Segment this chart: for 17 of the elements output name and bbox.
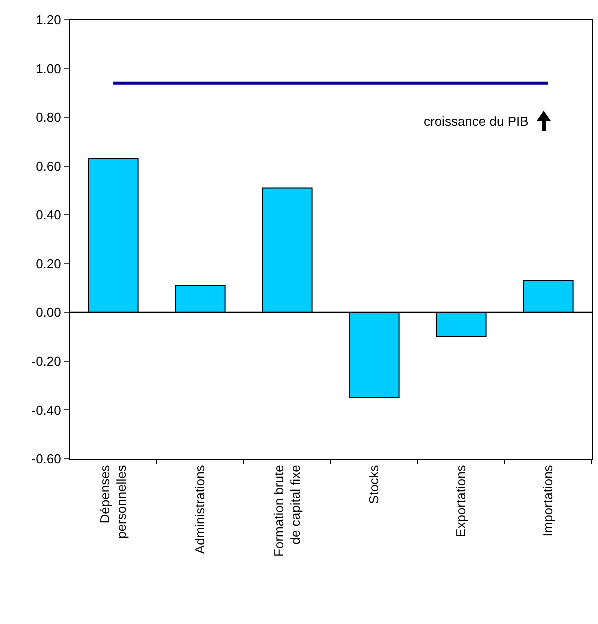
y-tick-label: -0.60: [32, 452, 62, 467]
x-tick-label: Administrations: [192, 464, 208, 554]
x-tick-label: Exportations: [454, 464, 469, 538]
y-tick-label: 0.00: [36, 305, 62, 320]
x-tick-label: Importations: [540, 464, 556, 537]
x-tick-label: Formation brute de capital fixe: [271, 465, 304, 557]
x-tick-label: Dépenses personnelles: [97, 464, 130, 539]
ref-line-label: croissance du PIB: [424, 114, 529, 129]
y-tick-label: -0.20: [32, 354, 62, 369]
y-tick-label: 0.40: [36, 208, 62, 223]
x-tick-label: Stocks: [366, 464, 382, 504]
y-tick-label: 0.20: [36, 256, 62, 272]
y-tick-label: 1.00: [36, 61, 62, 76]
y-tick-label: 0.60: [36, 158, 62, 174]
y-tick-label: 0.80: [36, 110, 62, 126]
y-tick-label: 1.20: [36, 12, 62, 28]
y-tick-label: -0.40: [32, 402, 62, 418]
